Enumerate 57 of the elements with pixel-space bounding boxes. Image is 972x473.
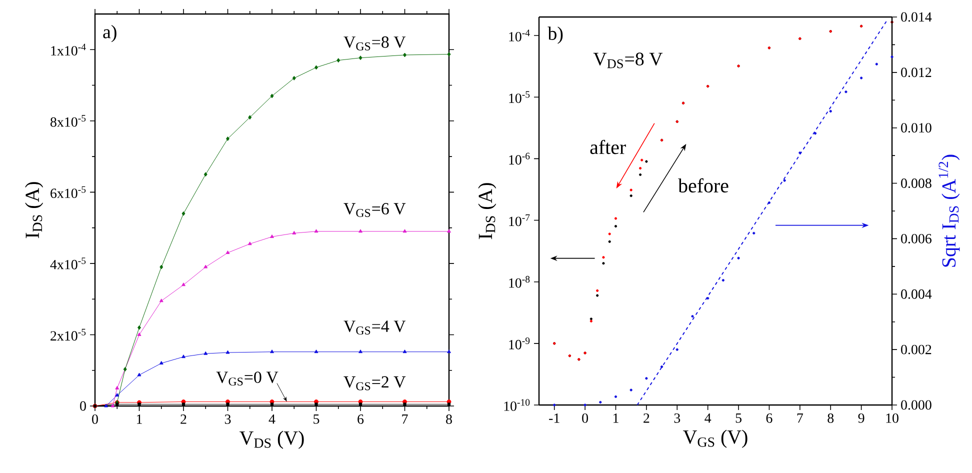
x-tick-label: 9 <box>858 413 864 423</box>
y2-axis-title: Sqrt I$_{DS}$ (A$^{1/2}$) <box>938 154 960 267</box>
x-tick-label: 4 <box>704 413 712 423</box>
series-label: V$_{GS}$=0 V <box>216 372 278 386</box>
y-tick-label: 6x10$^{-5}$ <box>50 186 86 198</box>
x-tick-label: 6 <box>766 413 772 423</box>
series-label: V$_{GS}$=6 V <box>344 203 406 217</box>
x-tick-label: -1 <box>549 413 560 423</box>
x-tick-label: 6 <box>358 414 364 424</box>
y2-tick-label: 0.004 <box>901 289 932 299</box>
x-tick-label: 7 <box>402 414 408 424</box>
y2-tick-label: 0.006 <box>901 234 932 244</box>
x-tick-label: 0 <box>92 414 98 424</box>
y2-tick-label: 0.014 <box>901 12 932 22</box>
y-tick-label: 10$^{-8}$ <box>509 276 530 288</box>
y2-tick-label: 0.012 <box>901 68 932 78</box>
y-tick-label: 0 <box>80 401 86 411</box>
annotation: before <box>678 178 728 193</box>
x-axis-title: V$_{DS}$ (V) <box>240 430 304 449</box>
x-tick-label: 2 <box>180 414 186 424</box>
y-tick-label: 4x10$^{-5}$ <box>50 258 86 270</box>
y-tick-label: 10$^{-7}$ <box>509 214 530 226</box>
series-label: V$_{GS}$=2 V <box>344 376 406 390</box>
y2-tick-label: 0.000 <box>901 400 932 410</box>
series-label: V$_{GS}$=8 V <box>344 36 406 50</box>
y-tick-label: 10$^{-10}$ <box>504 399 530 411</box>
x-tick-label: 7 <box>797 413 804 423</box>
y-tick-label: 8x10$^{-5}$ <box>50 115 86 127</box>
x-tick-label: 0 <box>582 413 588 423</box>
annotation: a) <box>103 25 116 42</box>
y-tick-label: 2x10$^{-5}$ <box>50 328 86 341</box>
annotation: after <box>590 140 626 154</box>
x-tick-label: 8 <box>446 414 452 424</box>
x-tick-label: 4 <box>268 414 276 424</box>
x-tick-label: 2 <box>644 413 650 423</box>
y-tick-label: 10$^{-9}$ <box>509 338 530 350</box>
series-label: V$_{GS}$=4 V <box>344 320 406 335</box>
x-tick-label: 5 <box>736 413 742 423</box>
x-tick-label: 10 <box>886 413 898 423</box>
x-tick-label: 3 <box>224 414 231 424</box>
x-axis-title: V$_{GS}$ (V) <box>683 430 748 448</box>
x-tick-label: 1 <box>613 413 618 423</box>
y-tick-label: 10$^{-5}$ <box>509 91 530 103</box>
y2-tick-label: 0.002 <box>901 344 932 354</box>
x-tick-label: 1 <box>136 414 142 424</box>
y2-tick-label: 0.010 <box>901 123 932 133</box>
x-tick-label: 5 <box>314 414 320 424</box>
y-tick-label: 10$^{-4}$ <box>509 30 530 42</box>
annotation: b) <box>548 26 563 44</box>
y-axis-title: I$_{DS}$ (A) <box>25 182 44 238</box>
annotation: V$_{DS}$=8 V <box>593 52 663 68</box>
y-tick-label: 10$^{-6}$ <box>509 152 530 165</box>
y2-tick-label: 0.008 <box>901 178 932 188</box>
x-tick-label: 8 <box>828 413 834 423</box>
y-tick-label: 1x10$^{-4}$ <box>51 44 86 56</box>
x-tick-label: 3 <box>674 413 680 423</box>
y-axis-title: I$_{DS}$ (A) <box>478 183 496 240</box>
